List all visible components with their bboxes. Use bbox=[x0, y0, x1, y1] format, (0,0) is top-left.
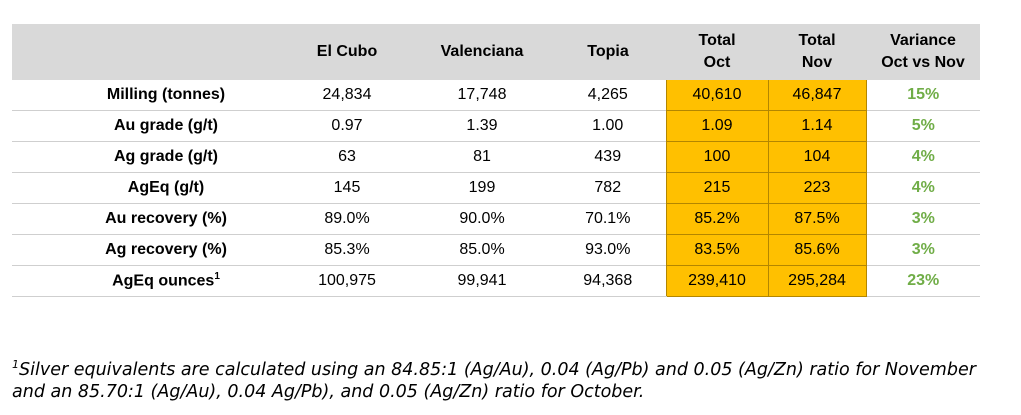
table-row: AgEq (g/t) 145 199 782 215 223 4% bbox=[12, 172, 980, 204]
cell-total-nov: 1.14 bbox=[767, 110, 867, 142]
footnote: 1Silver equivalents are calculated using… bbox=[12, 354, 1012, 403]
column-header: Valenciana bbox=[414, 24, 550, 80]
cell-el-cubo: 63 bbox=[280, 141, 414, 173]
cell-topia: 4,265 bbox=[587, 86, 628, 103]
row-label-text: Milling (tonnes) bbox=[106, 86, 226, 103]
column-header: Variance Oct vs Nov bbox=[866, 24, 980, 80]
column-header: Topia bbox=[550, 24, 666, 80]
cell-el-cubo: 24,834 bbox=[322, 86, 372, 103]
cell-total-nov: 295,284 bbox=[767, 265, 867, 297]
row-label: AgEq (g/t) bbox=[12, 172, 280, 204]
cell-total-oct: 100 bbox=[665, 141, 768, 173]
table-header: El Cubo Valenciana Topia Total Oct Total Nov Va… bbox=[12, 24, 980, 80]
table-row: Au recovery (%) 89.0% 90.0% 70.1% 85.2% 87.5%… bbox=[12, 203, 980, 235]
row-label-text: Ag recovery (%) bbox=[105, 241, 227, 258]
cell-valenciana: 90.0% bbox=[414, 203, 550, 235]
cell-valenciana: 99,941 bbox=[414, 265, 550, 297]
cell-valenciana: 17,748 bbox=[457, 86, 507, 103]
table-body: Milling (tonnes) 24,834 17,748 4,265 40,610 4… bbox=[12, 80, 980, 297]
row-label: Milling (tonnes) bbox=[12, 80, 280, 111]
cell-el-cubo: 85.3% bbox=[280, 234, 414, 266]
cell-variance: 3% bbox=[866, 203, 980, 235]
cell-total-nov: 87.5% bbox=[767, 203, 867, 235]
cell-valenciana: 199 bbox=[414, 172, 550, 204]
cell-total-oct: 83.5% bbox=[665, 234, 768, 266]
cell-variance: 4% bbox=[866, 172, 980, 204]
table-row: Ag grade (g/t) 63 81 439 100 104 4% bbox=[12, 141, 980, 173]
cell-variance: 5% bbox=[866, 110, 980, 142]
cell-topia: 1.00 bbox=[550, 110, 666, 142]
row-label: Au grade (g/t) bbox=[12, 110, 280, 142]
table-row: AgEq ounces1 100,975 99,941 94,368 239,410 29… bbox=[12, 265, 980, 297]
table-row: Ag recovery (%) 85.3% 85.0% 93.0% 83.5% 85.6%… bbox=[12, 234, 980, 266]
cell-el-cubo: 100,975 bbox=[280, 265, 414, 297]
row-label-text: Au grade (g/t) bbox=[114, 117, 218, 134]
cell-total-nov: 104 bbox=[767, 141, 867, 173]
cell-total-oct: 239,410 bbox=[665, 265, 768, 297]
column-header: Total Nov bbox=[768, 24, 866, 80]
cell-valenciana: 1.39 bbox=[414, 110, 550, 142]
cell-variance: 23% bbox=[866, 265, 980, 297]
cell-total-oct: 40,610 bbox=[665, 80, 768, 111]
column-header: Total Oct bbox=[666, 24, 768, 80]
row-label: Ag recovery (%) bbox=[12, 234, 280, 266]
row-label: Ag grade (g/t) bbox=[12, 141, 280, 173]
cell-variance: 3% bbox=[866, 234, 980, 266]
cell-topia: 70.1% bbox=[550, 203, 666, 235]
cell-variance: 4% bbox=[866, 141, 980, 173]
table-row: Milling (tonnes) 24,834 17,748 4,265 40,610 4… bbox=[12, 80, 980, 111]
cell-valenciana: 85.0% bbox=[414, 234, 550, 266]
cell-topia: 439 bbox=[550, 141, 666, 173]
column-header: El Cubo bbox=[280, 24, 414, 80]
footnote-marker: 1 bbox=[12, 358, 19, 371]
cell-total-oct: 1.09 bbox=[665, 110, 768, 142]
row-label: Au recovery (%) bbox=[12, 203, 280, 235]
cell-valenciana: 81 bbox=[414, 141, 550, 173]
table-row: Au grade (g/t) 0.97 1.39 1.00 1.09 1.14 5% bbox=[12, 110, 980, 142]
row-label-text: Au recovery (%) bbox=[105, 210, 227, 227]
cell-variance: 15% bbox=[907, 86, 940, 103]
cell-total-oct: 215 bbox=[665, 172, 768, 204]
footnote-text: Silver equivalents are calculated using … bbox=[12, 359, 976, 402]
row-label: AgEq ounces1 bbox=[12, 265, 280, 297]
cell-el-cubo: 0.97 bbox=[280, 110, 414, 142]
cell-topia: 782 bbox=[550, 172, 666, 204]
cell-el-cubo: 145 bbox=[280, 172, 414, 204]
row-label-text: AgEq (g/t) bbox=[127, 179, 205, 196]
cell-topia: 94,368 bbox=[550, 265, 666, 297]
production-table: El Cubo Valenciana Topia Total Oct Total Nov Va… bbox=[12, 24, 980, 297]
header-corner bbox=[12, 24, 280, 80]
cell-total-nov: 46,847 bbox=[767, 80, 867, 111]
cell-total-nov: 85.6% bbox=[767, 234, 867, 266]
cell-total-nov: 223 bbox=[767, 172, 867, 204]
row-label-text: AgEq ounces bbox=[112, 272, 215, 290]
row-label-text: Ag grade (g/t) bbox=[114, 148, 218, 165]
cell-topia: 93.0% bbox=[550, 234, 666, 266]
footnote-ref: 1 bbox=[214, 271, 220, 283]
cell-total-oct: 85.2% bbox=[665, 203, 768, 235]
cell-el-cubo: 89.0% bbox=[280, 203, 414, 235]
